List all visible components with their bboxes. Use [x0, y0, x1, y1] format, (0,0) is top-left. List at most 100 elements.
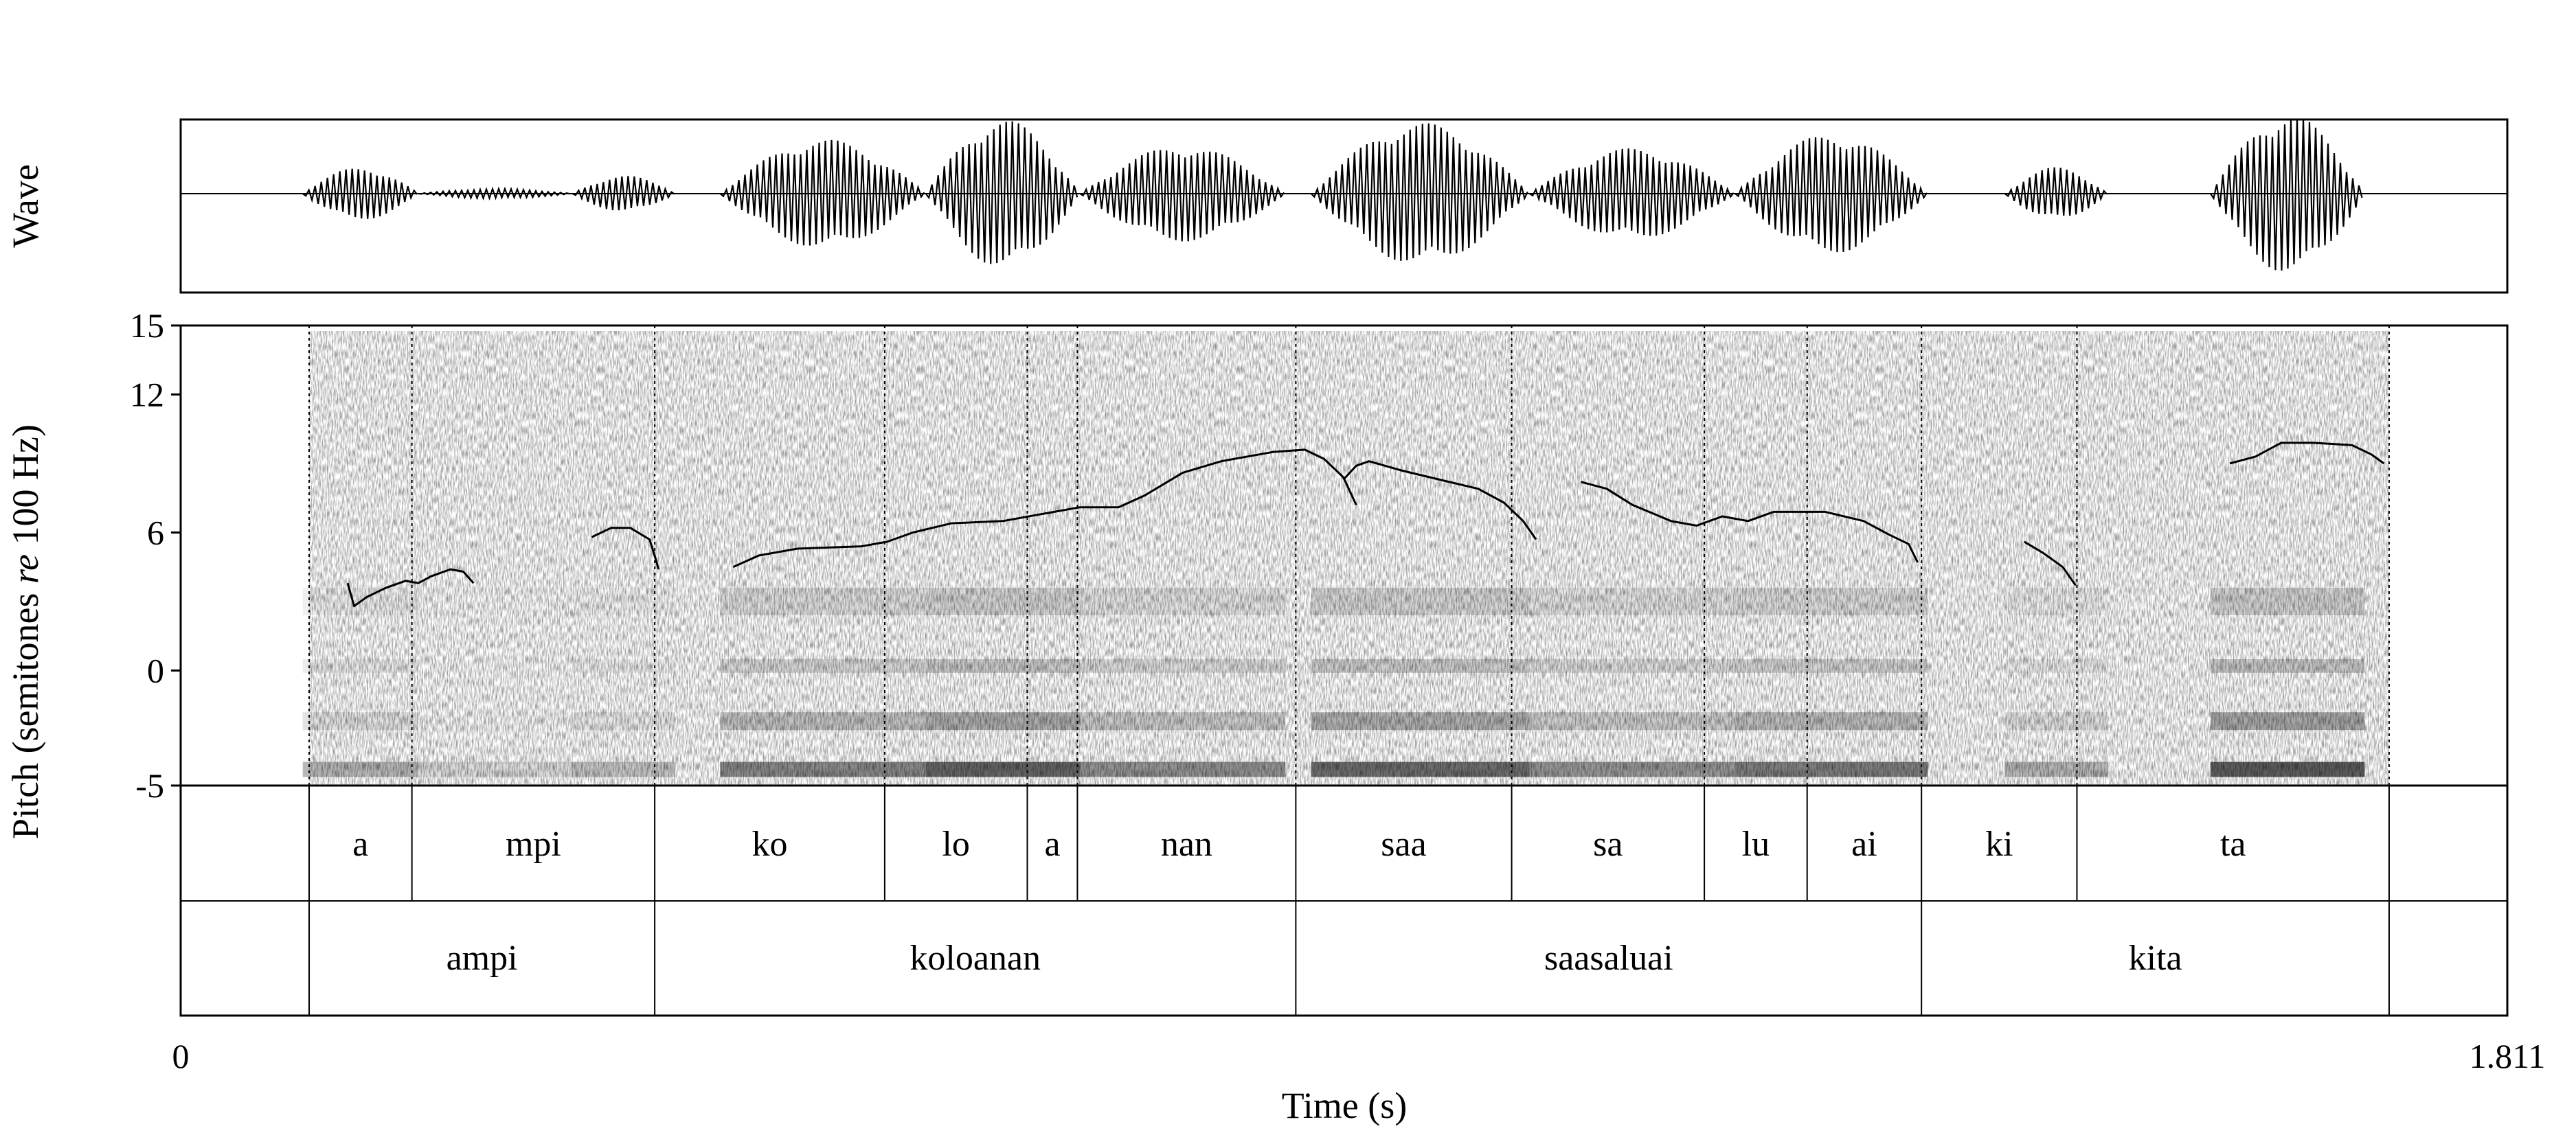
formant-band [2210, 659, 2365, 673]
formant-band [925, 712, 1081, 731]
pitch-contour [591, 527, 660, 570]
formant-band [925, 659, 1081, 673]
wave-segment [2210, 118, 2363, 271]
syllable-label: ai [1851, 825, 1877, 864]
word-label: ampi [447, 939, 518, 978]
formant-band [418, 588, 572, 615]
pitch-axis-label: Pitch (semitones re 100 Hz) [5, 424, 46, 839]
y-tick-label: 0 [147, 652, 164, 690]
syllable-label: saa [1381, 825, 1426, 864]
y-tick-label: 6 [147, 514, 164, 552]
formant-band [418, 762, 573, 777]
word-label: kita [2129, 939, 2182, 978]
formant-band [1529, 659, 1735, 673]
formant-band [2004, 659, 2108, 673]
formant-band [720, 762, 926, 777]
syllable-label: ki [1985, 825, 2013, 864]
syllable-label: sa [1593, 825, 1623, 864]
syllable-label: lu [1742, 825, 1770, 864]
formant-band [1080, 712, 1286, 731]
wave-segment [719, 139, 925, 246]
syllable-label: ko [752, 825, 788, 864]
formant-band [1735, 712, 1928, 731]
formant-band [1735, 762, 1928, 777]
formant-band [2004, 712, 2108, 731]
syllable-tier: a mpi ko lo a nan saa sa lu ai ki ta [308, 786, 2390, 901]
y-tick-label: 15 [130, 306, 164, 345]
syllable-label: ta [2220, 825, 2246, 864]
wave-segment [1079, 150, 1285, 242]
word-label: saasaluai [1544, 939, 1673, 978]
spectrogram [302, 331, 2389, 786]
time-axis: 0 1.811 Time (s) [172, 1037, 2546, 1126]
formant-band [302, 762, 418, 777]
formant-band [1080, 762, 1286, 777]
formant-band [572, 659, 676, 673]
wave-segment [1311, 123, 1528, 261]
formant-band [418, 659, 572, 673]
y-tick-label: 12 [130, 376, 164, 414]
formant-band [2210, 588, 2365, 615]
wave-panel: Wave [5, 118, 2509, 294]
formant-band [720, 659, 926, 673]
wave-segment [1735, 137, 1928, 253]
word-tier: ampi koloanan saasaluai kita [308, 901, 2390, 1016]
wave-segment [925, 121, 1078, 264]
annotation-tiers: a mpi ko lo a nan saa sa lu ai ki ta ampi koloanan sa… [179, 784, 2509, 1017]
wave-frame [179, 118, 2509, 294]
formant-band [572, 712, 676, 731]
pitch-panel: 15 12 6 0 -5 Pitch (semitones re 100 Hz) [5, 306, 2509, 839]
syllable-label: a [1044, 825, 1060, 864]
wave-segment [418, 186, 570, 201]
formant-band [1311, 762, 1530, 777]
waveform [181, 118, 2507, 271]
formant-band [1529, 762, 1735, 777]
syllable-label: nan [1161, 825, 1212, 864]
formant-band [572, 762, 676, 777]
x-axis-label: Time (s) [1282, 1085, 1408, 1126]
formant-band [1735, 659, 1928, 673]
formant-band [1311, 659, 1530, 673]
formant-band [1529, 588, 1735, 615]
wave-segment [1529, 148, 1735, 236]
formant-band [720, 588, 926, 615]
pitch-contour [732, 448, 1357, 569]
formant-band [925, 588, 1081, 615]
formant-band [302, 712, 418, 731]
wave-segment [302, 168, 418, 219]
syllable-label: a [352, 825, 368, 864]
formant-band [2210, 712, 2365, 731]
formant-band [1529, 712, 1735, 731]
formant-band [925, 762, 1081, 777]
formant-band [2210, 762, 2365, 777]
x-tick-label-start: 0 [172, 1037, 190, 1075]
wave-segment [572, 176, 675, 211]
formant-band [1080, 588, 1286, 615]
pitch-y-ticks: 15 12 6 0 -5 [130, 306, 181, 805]
formant-band [720, 712, 926, 731]
formant-band [2004, 588, 2108, 615]
segment-boundaries [308, 325, 2390, 786]
word-label: koloanan [909, 939, 1041, 978]
formant-band [1735, 588, 1928, 615]
syllable-label: mpi [506, 825, 561, 864]
formant-band [1080, 659, 1286, 673]
pitch-contour [346, 568, 475, 608]
pitch-contour [2024, 540, 2077, 586]
y-tick-label: -5 [135, 766, 164, 805]
formant-band [1311, 588, 1530, 615]
pitch-contours [346, 442, 2385, 608]
pitch-contour [2229, 442, 2385, 465]
pitch-contour [1581, 481, 1919, 563]
wave-segment [2004, 167, 2108, 216]
wave-axis-label: Wave [5, 164, 46, 248]
formant-band [302, 659, 418, 673]
formant-band [2004, 762, 2108, 777]
x-tick-label-end: 1.811 [2470, 1037, 2546, 1075]
formant-band [1311, 712, 1530, 731]
formant-band [418, 712, 572, 730]
formant-band [572, 588, 676, 615]
syllable-label: lo [942, 825, 969, 864]
pitch-contour [1342, 460, 1537, 540]
